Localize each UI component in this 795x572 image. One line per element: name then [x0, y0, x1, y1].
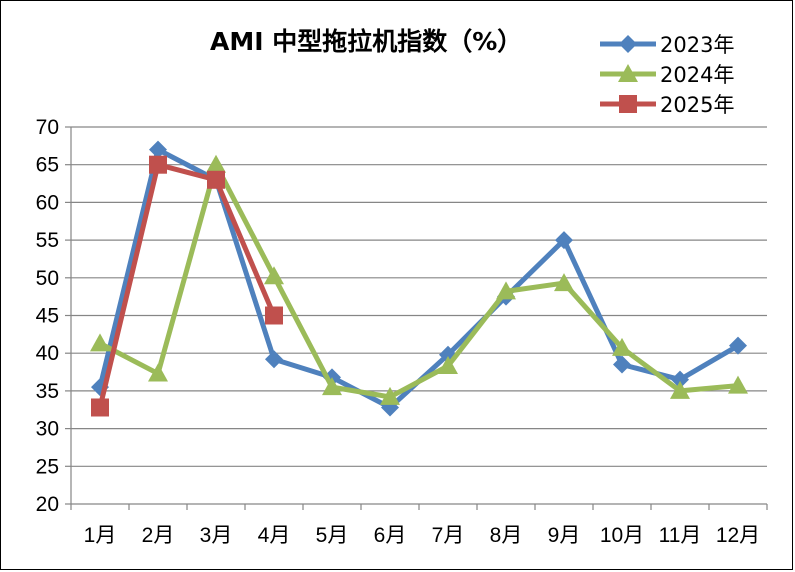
y-tick-label: 55 — [36, 229, 59, 252]
x-tick-label: 5月 — [316, 524, 349, 547]
data-point-marker — [438, 356, 458, 375]
data-point-marker — [613, 355, 631, 374]
x-tick-label: 10月 — [600, 524, 644, 547]
data-point-marker — [554, 273, 574, 292]
data-point-marker — [91, 398, 109, 417]
legend-marker — [619, 95, 637, 113]
x-tick-label: 1月 — [84, 524, 117, 547]
data-point-marker — [496, 281, 516, 300]
data-point-marker — [555, 231, 573, 250]
data-point-marker — [729, 336, 747, 355]
series-3 — [91, 155, 283, 417]
series-1 — [91, 140, 747, 417]
data-point-marker — [670, 380, 690, 399]
x-tick-label: 3月 — [200, 524, 233, 547]
y-tick-label: 25 — [36, 455, 59, 478]
data-point-marker — [612, 337, 632, 356]
legend: 2023年 2024年 2025年 — [600, 33, 734, 117]
y-tick-label: 65 — [36, 154, 59, 177]
y-tick-labels: 20 25 30 35 40 45 50 55 60 65 70 — [36, 116, 59, 516]
y-tick-label: 50 — [36, 267, 59, 290]
data-point-marker — [671, 370, 689, 389]
x-tick-label: 8月 — [490, 524, 523, 547]
legend-label: 2025年 — [660, 93, 734, 117]
x-tick-label: 2月 — [142, 524, 175, 547]
data-point-marker — [264, 266, 284, 285]
data-point-marker — [148, 363, 168, 382]
series-line — [98, 162, 739, 400]
data-point-marker — [380, 386, 400, 405]
y-tick-label: 40 — [36, 342, 59, 365]
legend-label: 2023年 — [660, 33, 734, 57]
x-tick-label: 6月 — [374, 524, 407, 547]
chart-title: AMI 中型拖拉机指数（%） — [210, 27, 523, 56]
legend-marker — [619, 35, 637, 53]
legend-label: 2024年 — [660, 63, 734, 87]
data-point-marker — [149, 140, 167, 159]
series-line — [97, 162, 277, 409]
x-tick-label: 11月 — [659, 524, 702, 547]
data-point-marker — [206, 154, 226, 173]
series-line — [97, 147, 740, 410]
data-point-marker — [149, 155, 167, 174]
series-group — [90, 140, 748, 417]
series-2 — [90, 154, 748, 405]
data-point-marker — [265, 350, 283, 369]
legend-marker — [618, 64, 638, 82]
x-tick-label: 9月 — [548, 524, 581, 547]
axes — [65, 126, 768, 510]
y-tick-label: 35 — [36, 380, 59, 403]
data-point-marker — [207, 170, 225, 189]
legend-item: 2025年 — [600, 93, 734, 117]
x-tick-label: 7月 — [432, 524, 465, 547]
y-tick-label: 45 — [36, 305, 59, 328]
y-tick-label: 30 — [36, 418, 59, 441]
y-tick-label: 70 — [36, 116, 59, 139]
data-point-marker — [90, 333, 110, 352]
legend-item: 2023年 — [600, 33, 734, 57]
x-tick-labels: 1月 2月 3月 4月 5月 6月 7月 8月 9月 10月 11月 12月 — [84, 524, 761, 547]
grid-lines — [71, 126, 767, 467]
data-point-marker — [322, 377, 342, 396]
y-tick-label: 60 — [36, 191, 59, 214]
x-tick-label: 4月 — [258, 524, 291, 547]
legend-item: 2024年 — [600, 63, 734, 87]
data-point-marker — [265, 306, 283, 325]
data-point-marker — [728, 375, 748, 394]
y-tick-label: 20 — [36, 493, 59, 516]
x-tick-label: 12月 — [716, 524, 760, 547]
